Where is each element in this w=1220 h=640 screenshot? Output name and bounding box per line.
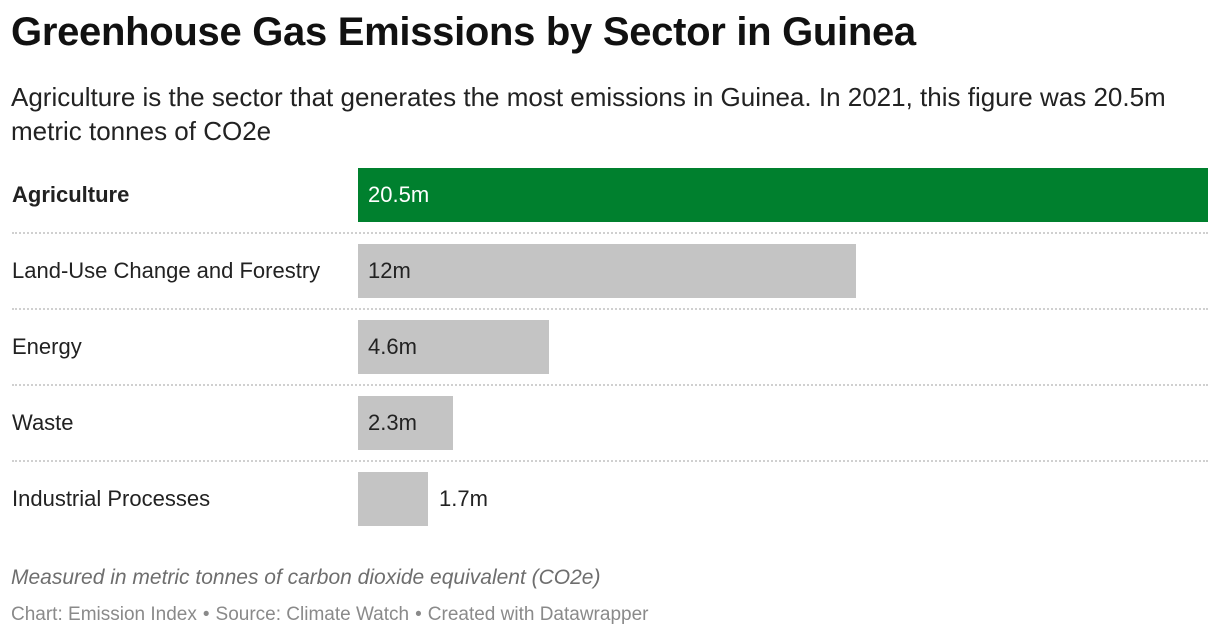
category-label: Agriculture <box>12 182 130 207</box>
bar-value-label: 2.3m <box>368 410 417 435</box>
bar-row: Energy 4.6m <box>0 320 1220 374</box>
bar <box>358 320 549 374</box>
bar <box>358 168 1208 222</box>
bar-row: Agriculture 20.5m <box>0 168 1220 222</box>
chart-subtitle: Agriculture is the sector that generates… <box>11 82 1166 146</box>
row-divider <box>12 308 1208 310</box>
bar-row: Land-Use Change and Forestry 12m <box>0 244 1220 298</box>
bar <box>358 396 453 450</box>
category-label: Energy <box>12 334 82 359</box>
category-label: Land-Use Change and Forestry <box>12 258 321 283</box>
bar-value-label: 1.7m <box>439 486 488 511</box>
bar-value-label: 4.6m <box>368 334 417 359</box>
chart-title: Greenhouse Gas Emissions by Sector in Gu… <box>11 10 916 54</box>
bar-value-label: 12m <box>368 258 411 283</box>
footer-separator: • <box>202 604 210 625</box>
bar-value-label: 20.5m <box>368 182 430 207</box>
row-divider <box>12 460 1208 462</box>
chart-credit: Chart: Emission Index <box>11 604 197 625</box>
chart-notes: Measured in metric tonnes of carbon diox… <box>11 566 601 589</box>
footer-separator: • <box>415 604 422 625</box>
bar-chart: Agriculture 20.5m Land-Use Change and Fore… <box>0 168 1220 538</box>
bar <box>358 244 856 298</box>
chart-footer: Chart: Emission Index • Source: Climate Wa… <box>11 604 648 626</box>
bar <box>358 472 428 526</box>
category-label: Waste <box>12 410 74 435</box>
row-divider <box>12 384 1208 386</box>
source-text: Source: Climate Watch <box>215 604 410 625</box>
row-divider <box>12 232 1208 234</box>
bar-row: Waste 2.3m <box>0 396 1220 450</box>
created-with-text: Created with Datawrapper <box>427 604 649 625</box>
category-label: Industrial Processes <box>12 486 211 511</box>
bar-row: Industrial Processes 1.7m <box>0 472 1220 526</box>
